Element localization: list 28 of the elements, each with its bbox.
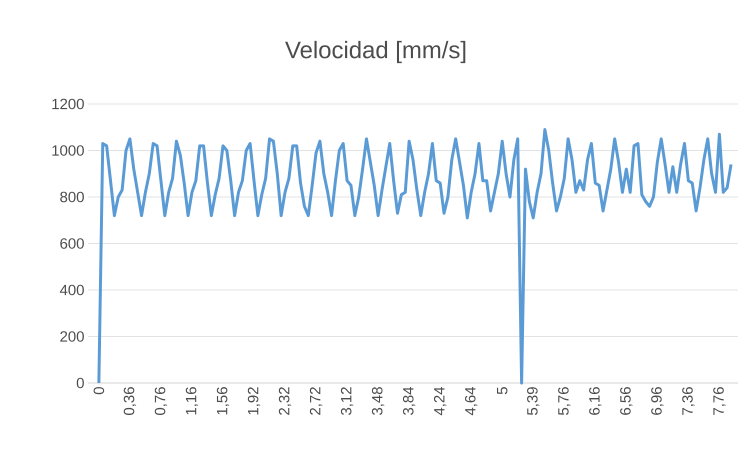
y-tick-label: 600 [60, 238, 84, 249]
x-tick-label: 5,39 [527, 387, 540, 415]
y-tick-label: 1200 [52, 98, 84, 110]
x-tick-label: 4,24 [434, 386, 446, 416]
x-tick-label: 3,84 [402, 386, 416, 416]
y-tick-label: 1000 [52, 145, 84, 156]
x-tick-label: 3,12 [340, 387, 354, 416]
x-tick-label: 7,76 [713, 387, 726, 415]
x-tick-label: 1,16 [186, 387, 198, 414]
y-tick-label: 400 [60, 284, 84, 296]
x-tick-label: 5 [496, 387, 508, 394]
x-tick-label: 2,32 [278, 387, 292, 415]
x-tick-label: 6,56 [620, 387, 632, 415]
x-tick-label: 7,36 [682, 387, 695, 415]
x-tick-label: 1,56 [216, 387, 230, 414]
x-tick-label: 6,96 [651, 387, 664, 415]
x-tick-label: 0 [94, 387, 104, 394]
x-tick-label: 1,92 [248, 387, 260, 414]
y-tick-label: 800 [60, 192, 84, 202]
x-tick-label: 2,72 [310, 387, 322, 415]
y-tick-label: 200 [60, 331, 84, 342]
x-tick-label: 4,64 [465, 386, 478, 416]
x-tick-label: 3,48 [372, 387, 384, 416]
x-tick-label: 6,16 [589, 387, 602, 415]
x-tick-label: 0,76 [154, 387, 168, 416]
chart-title: Velocidad [mm/s] [285, 40, 466, 64]
x-tick-label: 0,36 [124, 387, 136, 416]
x-tick-label: 5,76 [558, 387, 570, 415]
